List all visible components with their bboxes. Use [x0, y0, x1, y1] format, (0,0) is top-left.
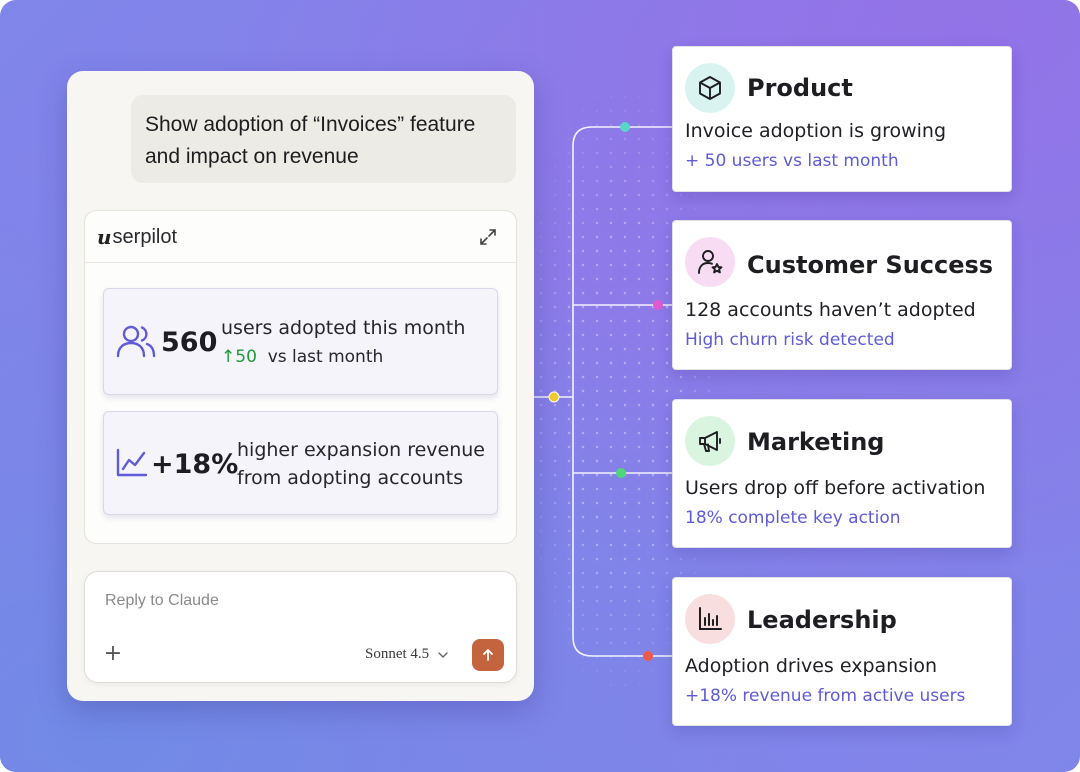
customer-success-title: Customer Success [747, 251, 994, 279]
revenue-lift-value: +18% [151, 449, 239, 480]
cube-icon [685, 63, 735, 113]
adopted-users-value: 560 [161, 327, 218, 358]
product-detail: + 50 users vs last month [685, 151, 899, 171]
user-prompt-bubble: Show adoption of “Invoices” feature and … [131, 95, 516, 183]
product-insight: Invoice adoption is growing [685, 120, 947, 142]
model-name: Sonnet 4.5 [365, 646, 430, 662]
user-star-icon [685, 237, 735, 287]
marketing-detail: 18% complete key action [685, 508, 901, 528]
customer-success-insight: 128 accounts haven’t adopted [685, 299, 976, 321]
userpilot-logo: u serpilot [97, 225, 177, 249]
marketing-connector-dot [616, 468, 626, 478]
revenue-lift-label-line2: from adopting accounts [237, 467, 464, 489]
product-card: Product Invoice adoption is growing + 50… [672, 46, 1012, 192]
leadership-insight: Adoption drives expansion [685, 655, 938, 677]
megaphone-icon [685, 416, 735, 466]
leadership-title: Leadership [747, 606, 897, 634]
revenue-lift-label-line1: higher expansion revenue [237, 439, 485, 461]
expand-icon[interactable] [478, 227, 498, 247]
hub-dot [548, 391, 560, 403]
artifact-panel: u serpilot [84, 210, 517, 544]
leadership-card: Leadership Adoption drives expansion +18… [672, 577, 1012, 726]
revenue-metric-card: +18% higher expansion revenue from adopt… [103, 411, 498, 515]
model-selector[interactable]: Sonnet 4.5 [365, 646, 449, 663]
delta-value: 50 [235, 347, 257, 367]
add-attachment-button[interactable]: + [103, 641, 123, 666]
marketing-insight: Users drop off before activation [685, 477, 986, 499]
adopted-users-label: users adopted this month [221, 317, 466, 339]
delta-up-arrow-icon: ↑ [221, 347, 236, 367]
product-title: Product [747, 74, 853, 102]
users-icon [116, 323, 156, 363]
arrow-up-icon [483, 649, 493, 661]
artifact-header: u serpilot [85, 211, 516, 263]
leadership-connector-dot [643, 651, 653, 661]
product-connector-dot [620, 122, 630, 132]
delta-suffix: vs last month [267, 347, 384, 367]
bar-chart-icon [685, 594, 735, 644]
trend-chart-icon [116, 448, 148, 482]
chevron-down-icon [437, 649, 449, 661]
marketing-card: Marketing Users drop off before activati… [672, 399, 1012, 548]
adoption-metric-card: 560 users adopted this month ↑50 vs last… [103, 288, 498, 395]
marketing-title: Marketing [747, 428, 885, 456]
brand-name: serpilot [112, 225, 178, 248]
reply-input[interactable] [105, 588, 495, 614]
reply-composer: + Sonnet 4.5 [84, 571, 517, 683]
brand-mark: u [97, 225, 112, 249]
send-button[interactable] [472, 639, 504, 671]
leadership-detail: +18% revenue from active users [685, 686, 966, 706]
chat-panel: Show adoption of “Invoices” feature and … [67, 71, 534, 701]
customer-success-card: Customer Success 128 accounts haven’t ad… [672, 220, 1012, 370]
customer-success-detail: High churn risk detected [685, 330, 895, 350]
adoption-delta: ↑50 vs last month [221, 347, 383, 367]
cs-connector-dot [653, 300, 663, 310]
